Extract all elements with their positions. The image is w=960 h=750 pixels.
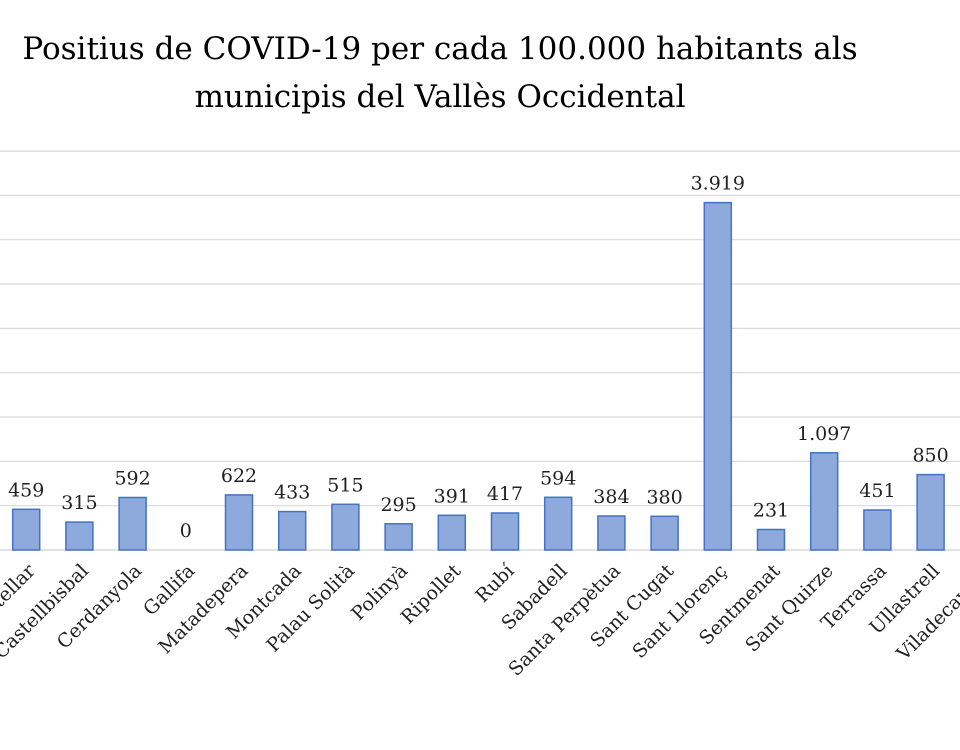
bars — [11, 201, 945, 551]
bar — [703, 201, 733, 551]
bar — [597, 515, 626, 551]
data-label: 451 — [859, 480, 895, 502]
bar — [11, 508, 41, 551]
bar — [650, 515, 679, 551]
data-label: 384 — [593, 486, 629, 508]
data-label: 433 — [274, 482, 310, 504]
x-tick-label: Rubí — [471, 559, 519, 607]
data-labels: 6504593155920622433515295391417594384380… — [8, 173, 949, 542]
data-label: 592 — [114, 468, 150, 490]
bar — [277, 510, 307, 551]
bar — [490, 512, 520, 551]
bar — [437, 514, 467, 551]
x-axis-labels: BarberàCastellarCastellbisbalCerdanyolaG… — [0, 559, 960, 680]
bar — [224, 494, 254, 551]
data-label: 1.097 — [797, 423, 851, 445]
bar — [118, 496, 147, 551]
chart-title-line2: municipis del Vallès Occidental — [194, 79, 685, 115]
bar — [331, 503, 360, 551]
data-label: 417 — [487, 483, 523, 505]
bar — [809, 452, 839, 551]
gridlines — [0, 150, 960, 551]
data-label: 622 — [221, 465, 257, 487]
data-label: 380 — [646, 486, 682, 508]
chart-title-line1: Positius de COVID-19 per cada 100.000 ha… — [22, 31, 857, 67]
bar — [916, 473, 945, 551]
bar — [543, 496, 573, 551]
bar — [863, 509, 892, 551]
data-label: 594 — [540, 467, 576, 489]
data-label: 459 — [8, 479, 44, 501]
bar — [65, 521, 94, 551]
data-label: 231 — [753, 500, 789, 522]
data-label: 3.919 — [691, 173, 745, 195]
x-tick-label: Sant Llorenç — [628, 560, 731, 663]
bar — [756, 528, 786, 551]
data-label: 850 — [912, 445, 948, 467]
bar — [384, 523, 413, 551]
data-label: 515 — [327, 474, 363, 496]
data-label: 0 — [180, 520, 192, 542]
x-tick-label: Ripollet — [397, 560, 466, 629]
data-label: 391 — [434, 485, 470, 507]
data-label: 295 — [380, 494, 416, 516]
data-label: 315 — [61, 492, 97, 514]
